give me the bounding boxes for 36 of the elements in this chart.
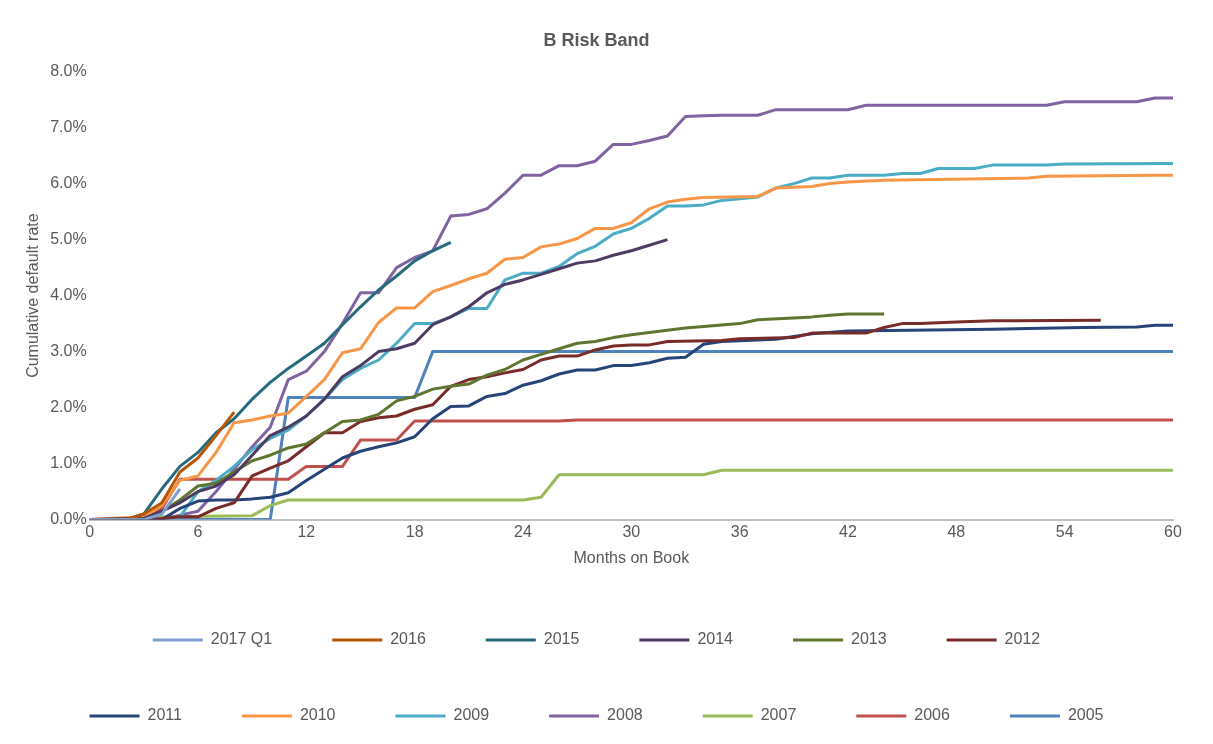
- x-tick-label: 54: [1055, 522, 1074, 540]
- x-tick-label: 24: [514, 522, 532, 540]
- legend-label: 2008: [607, 706, 643, 724]
- legend-label: 2016: [390, 630, 426, 648]
- x-tick-label: 18: [405, 522, 424, 540]
- legend-label: 2012: [1004, 630, 1041, 648]
- y-tick-label: 4.0%: [50, 286, 87, 304]
- chart-title: B Risk Band: [543, 29, 650, 50]
- x-axis-title: Months on Book: [573, 548, 691, 566]
- legend-label: 2017 Q1: [210, 630, 273, 648]
- legend-label: 2013: [850, 630, 887, 648]
- legend-label: 2006: [914, 706, 950, 724]
- y-tick-label: 2.0%: [50, 398, 87, 416]
- x-tick-label: 48: [947, 522, 966, 540]
- legend-label: 2014: [697, 630, 734, 648]
- x-tick-label: 42: [839, 522, 857, 540]
- y-tick-label: 5.0%: [50, 230, 87, 248]
- x-tick-label: 12: [297, 522, 316, 540]
- y-tick-label: 6.0%: [50, 174, 87, 192]
- legend-label: 2015: [543, 630, 580, 648]
- x-tick-label: 0: [85, 522, 95, 540]
- y-axis-title: Cumulative default rate: [24, 213, 42, 378]
- y-tick-label: 1.0%: [50, 454, 87, 472]
- x-tick-label: 6: [193, 522, 203, 540]
- x-tick-label: 36: [730, 522, 749, 540]
- y-tick-label: 3.0%: [50, 342, 87, 360]
- legend-label: 2009: [453, 706, 490, 724]
- legend-label: 2005: [1067, 706, 1104, 724]
- legend-label: 2010: [299, 706, 336, 724]
- legend-label: 2011: [147, 706, 183, 724]
- y-tick-label: 7.0%: [50, 118, 87, 136]
- legend-label: 2007: [760, 706, 797, 724]
- y-tick-label: 0.0%: [50, 510, 87, 528]
- x-tick-label: 60: [1164, 522, 1182, 540]
- x-tick-label: 30: [622, 522, 641, 540]
- y-tick-label: 8.0%: [50, 62, 87, 80]
